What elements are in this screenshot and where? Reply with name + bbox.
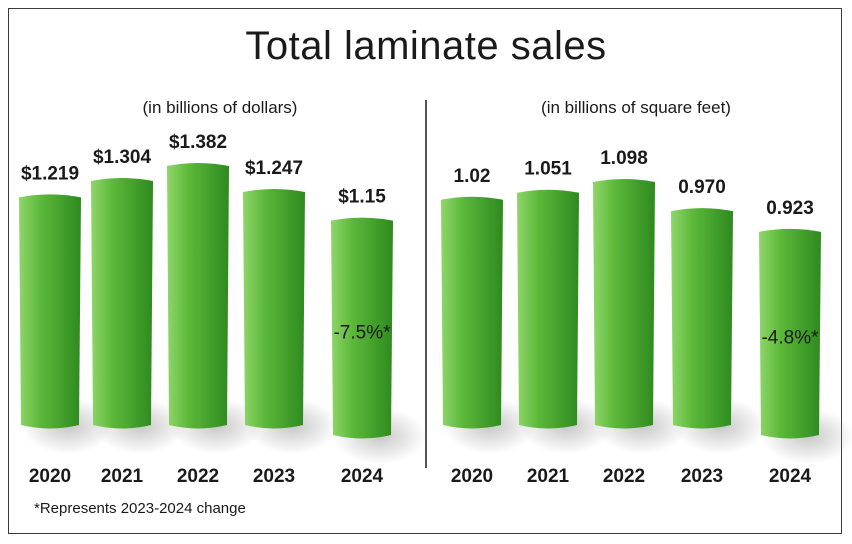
value-label: 0.970 xyxy=(678,177,726,198)
year-tick-label: 2024 xyxy=(769,466,812,487)
change-annotation: -7.5%* xyxy=(333,322,391,343)
bar-sqft-2023 xyxy=(671,208,733,429)
bar-sqft-2020 xyxy=(441,196,503,429)
change-annotation: -4.8%* xyxy=(761,327,819,348)
bar-dollars-2021 xyxy=(91,178,153,429)
year-tick-label: 2022 xyxy=(177,466,219,487)
value-label: 1.02 xyxy=(454,166,491,187)
value-label: 1.098 xyxy=(600,148,648,169)
value-label: $1.247 xyxy=(245,158,303,179)
bar-dollars-2020 xyxy=(19,194,81,429)
bar-dollars-2024 xyxy=(331,217,393,439)
year-tick-label: 2020 xyxy=(29,466,71,487)
value-label: $1.219 xyxy=(21,163,79,184)
year-tick-label: 2023 xyxy=(253,466,295,487)
year-tick-label: 2022 xyxy=(603,466,645,487)
year-tick-label: 2020 xyxy=(451,466,493,487)
bar-sqft-2021 xyxy=(517,189,579,429)
right-chart-subtitle: (in billions of square feet) xyxy=(541,98,731,117)
left-chart-subtitle: (in billions of dollars) xyxy=(142,98,298,117)
panel-divider xyxy=(425,100,427,468)
bar-sqft-2024 xyxy=(759,228,821,439)
year-tick-label: 2021 xyxy=(101,466,144,487)
year-tick-label: 2023 xyxy=(681,466,723,487)
value-label: $1.382 xyxy=(169,132,227,153)
chart-title: Total laminate sales xyxy=(245,24,607,68)
year-tick-label: 2021 xyxy=(527,466,570,487)
value-label: 0.923 xyxy=(766,198,814,219)
value-label: 1.051 xyxy=(524,159,572,180)
value-label: $1.304 xyxy=(93,147,152,168)
bar-dollars-2022 xyxy=(167,163,229,429)
year-tick-label: 2024 xyxy=(341,466,384,487)
value-label: $1.15 xyxy=(338,187,386,208)
footnote: *Represents 2023-2024 change xyxy=(34,500,246,517)
bar-sqft-2022 xyxy=(593,179,655,429)
bar-dollars-2023 xyxy=(243,188,305,429)
